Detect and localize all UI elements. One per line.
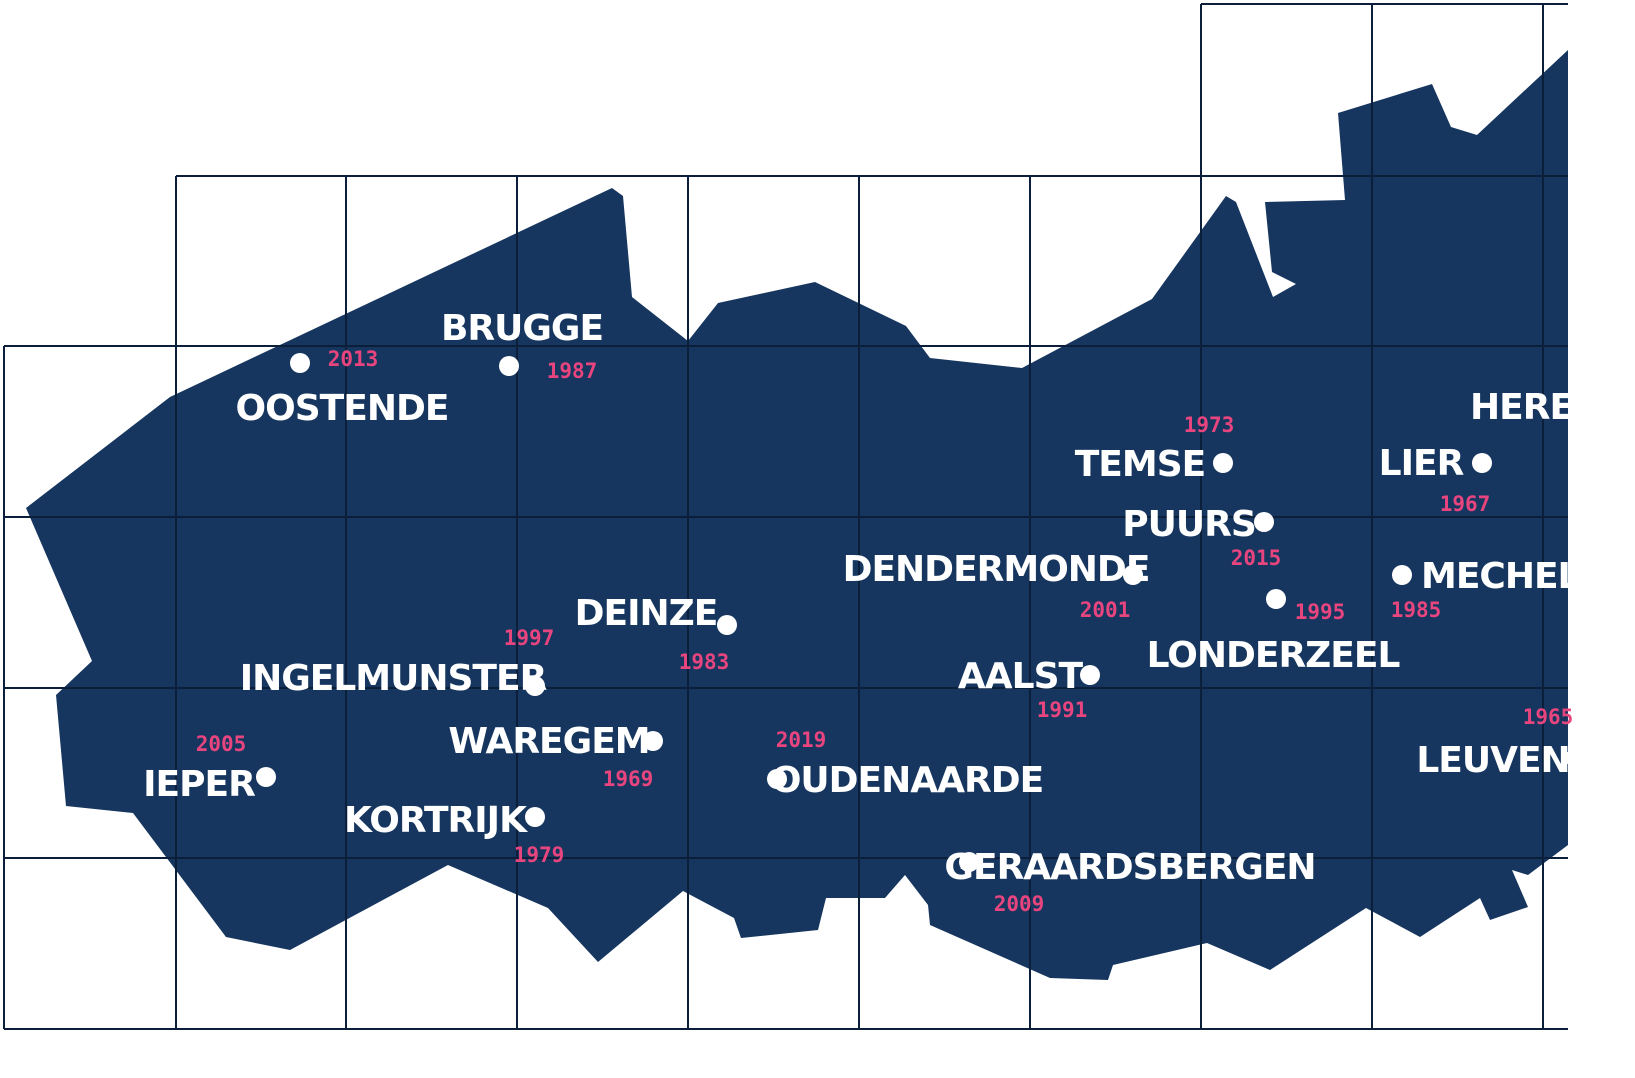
city-label: INGELMUNSTER (240, 658, 547, 699)
city-dot (525, 676, 545, 696)
place-oostende: OOSTENDE 2013 (236, 347, 450, 429)
city-dot (1392, 565, 1412, 585)
city-dot (1561, 752, 1573, 764)
city-dot (643, 731, 663, 751)
city-label: MECHELE (1421, 556, 1603, 597)
city-dot (959, 852, 979, 872)
city-label: LEUVEN (1416, 740, 1569, 781)
place-leuven: LEUVEN 1965 (1416, 705, 1573, 781)
year-label: 1997 (504, 626, 555, 650)
year-label: 1987 (547, 359, 598, 383)
place-brugge: BRUGGE 1987 (441, 308, 604, 383)
place-temse: TEMSE 1973 (1075, 413, 1235, 485)
year-label: 2013 (328, 347, 379, 371)
place-geraardsbergen: GERAARDSBERGEN 2009 (944, 847, 1316, 916)
city-dot (256, 767, 276, 787)
year-label: 2009 (994, 892, 1045, 916)
year-label: 1995 (1295, 600, 1346, 624)
flanders-region-shape (26, 50, 1568, 980)
city-label: LONDERZEEL (1147, 635, 1400, 676)
place-waregem: WAREGEM 1969 (448, 721, 663, 791)
city-dot (499, 356, 519, 376)
city-label: GERAARDSBERGEN (944, 847, 1315, 888)
city-dot (1080, 665, 1100, 685)
city-dot (290, 353, 310, 373)
year-label: 1967 (1440, 492, 1491, 516)
map-grid (3, 3, 1568, 1030)
place-dendermonde: DENDERMONDE 2001 (843, 549, 1151, 622)
city-dot (1472, 453, 1492, 473)
city-label: DEINZE (575, 593, 718, 634)
city-label: HEREN (1470, 387, 1602, 428)
year-label: 1973 (1184, 413, 1235, 437)
city-label: BRUGGE (441, 308, 603, 349)
city-label: KORTRIJK (344, 800, 528, 841)
city-label: TEMSE (1075, 444, 1206, 485)
place-londerzeel: LONDERZEEL 1995 (1147, 589, 1400, 676)
place-lier: LIER 1967 (1379, 443, 1492, 516)
place-deinze: DEINZE 1983 (575, 593, 737, 674)
city-dot (1254, 512, 1274, 532)
city-label: OOSTENDE (236, 388, 449, 429)
place-oudenaarde: OUDENAARDE 2019 (767, 728, 1044, 801)
city-dot (1266, 589, 1286, 609)
year-label: 1983 (679, 650, 730, 674)
city-label: PUURS (1122, 504, 1256, 545)
city-dot (1213, 453, 1233, 473)
city-dot (717, 615, 737, 635)
year-label: 1969 (603, 767, 654, 791)
year-label: 2015 (1231, 546, 1282, 570)
city-label: LIER (1379, 443, 1464, 484)
city-dot (1123, 565, 1143, 585)
city-label: WAREGEM (448, 721, 649, 762)
city-label: IEPER (143, 764, 255, 805)
year-label: 1965 (1523, 705, 1574, 729)
city-label: DENDERMONDE (843, 549, 1150, 590)
place-ingelmunster: INGELMUNSTER 1997 (240, 626, 555, 699)
city-dot (767, 769, 787, 789)
year-label: 2005 (196, 732, 247, 756)
place-heren: HEREN (1470, 387, 1603, 428)
place-ieper: IEPER 2005 (143, 732, 276, 805)
city-label: AALST (958, 656, 1084, 697)
year-label: 1991 (1037, 698, 1088, 722)
year-label: 1985 (1391, 598, 1442, 622)
year-label: 2001 (1080, 598, 1131, 622)
city-dot (525, 807, 545, 827)
year-label: 2019 (776, 728, 827, 752)
year-label: 1979 (514, 843, 565, 867)
city-label: OUDENAARDE (771, 760, 1043, 801)
